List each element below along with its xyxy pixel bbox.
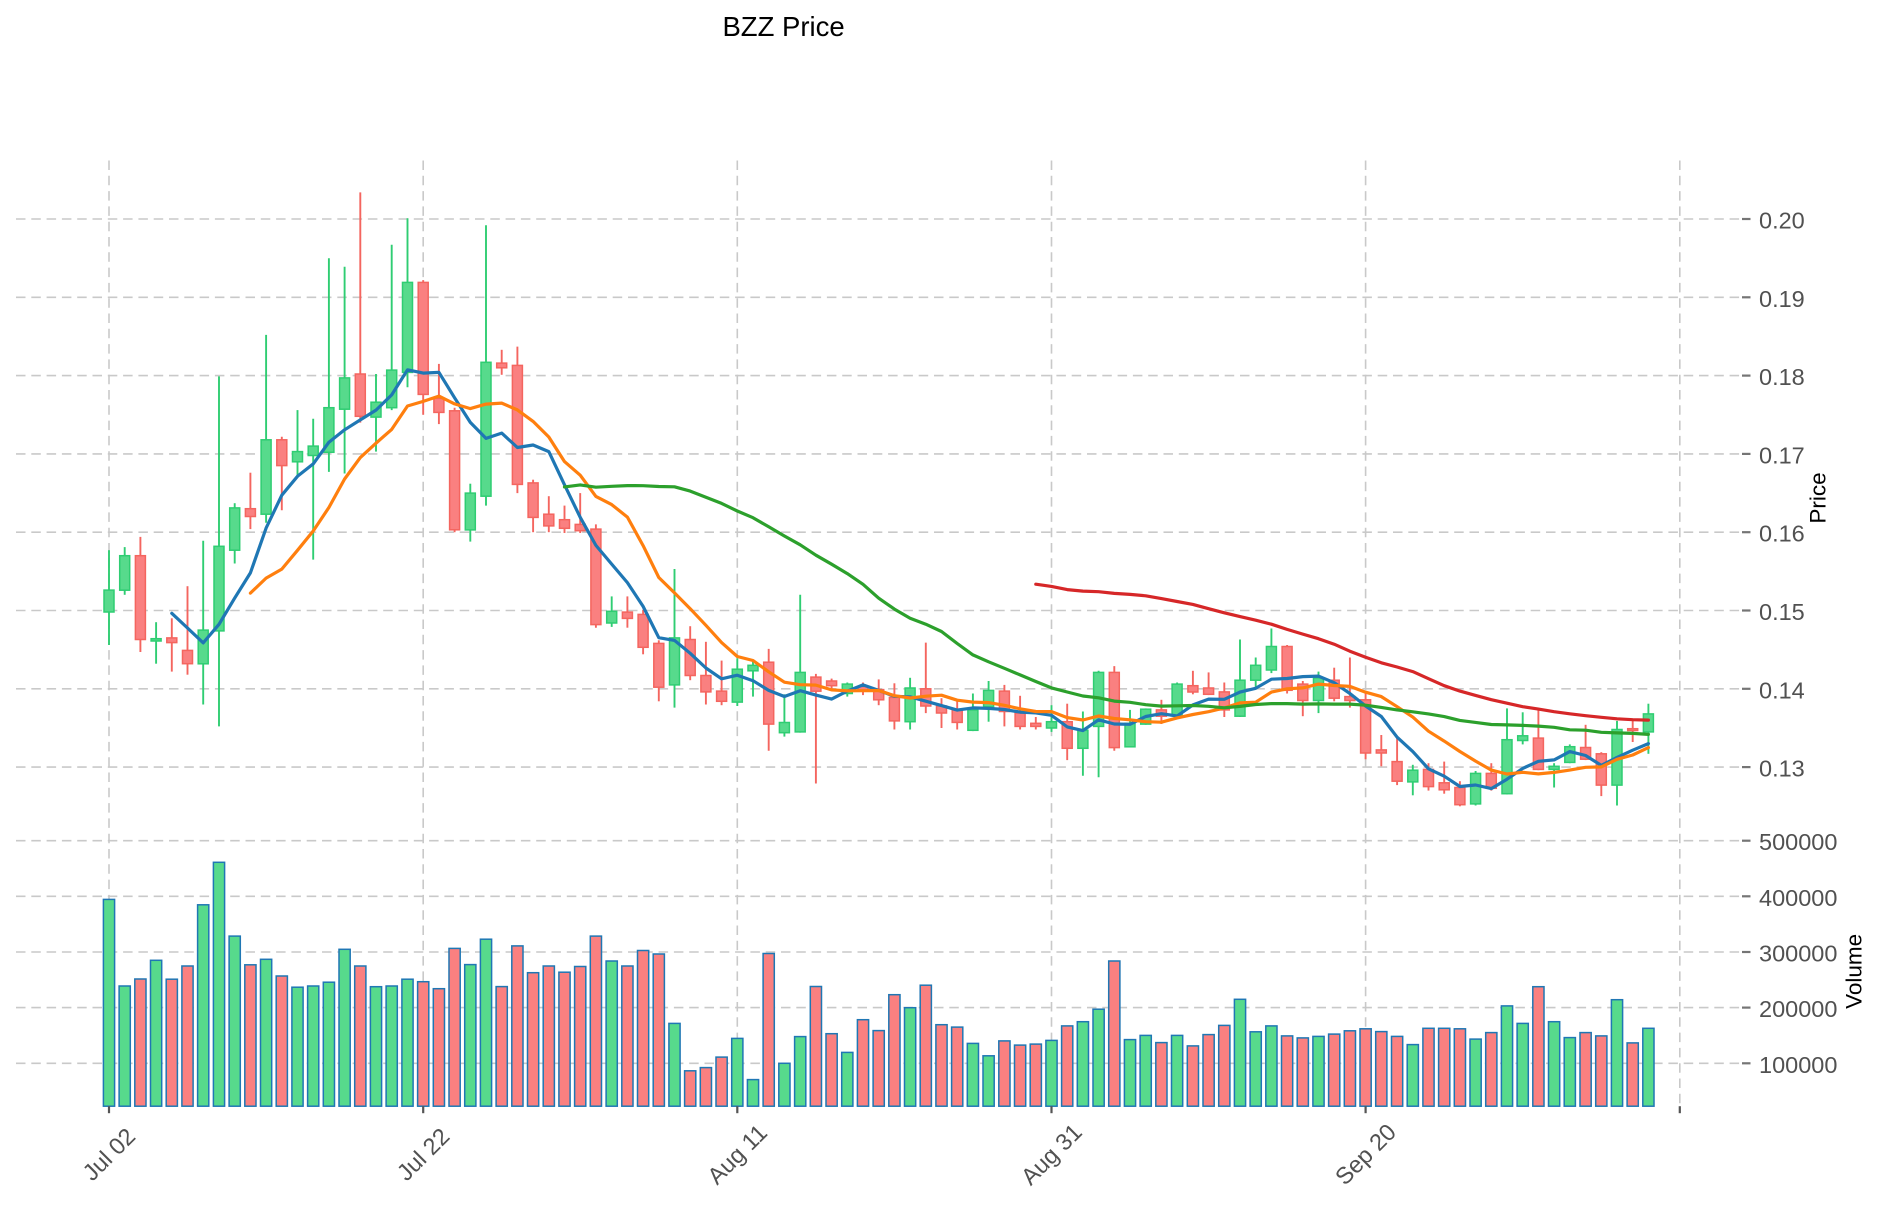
svg-text:Volume: Volume [1842, 934, 1867, 1009]
svg-text:500000: 500000 [1759, 829, 1837, 855]
svg-text:0.15: 0.15 [1759, 599, 1805, 625]
svg-text:Price: Price [1806, 472, 1831, 523]
svg-text:0.18: 0.18 [1759, 364, 1805, 390]
svg-text:0.13: 0.13 [1759, 756, 1805, 782]
svg-text:400000: 400000 [1759, 885, 1837, 911]
svg-text:0.17: 0.17 [1759, 442, 1805, 468]
svg-text:0.19: 0.19 [1759, 286, 1805, 312]
svg-text:100000: 100000 [1759, 1052, 1837, 1078]
svg-text:300000: 300000 [1759, 941, 1837, 967]
svg-text:200000: 200000 [1759, 996, 1837, 1022]
svg-text:0.16: 0.16 [1759, 521, 1805, 547]
svg-text:0.20: 0.20 [1759, 208, 1805, 234]
svg-text:BZZ Price: BZZ Price [722, 11, 844, 42]
svg-text:0.14: 0.14 [1759, 677, 1805, 703]
